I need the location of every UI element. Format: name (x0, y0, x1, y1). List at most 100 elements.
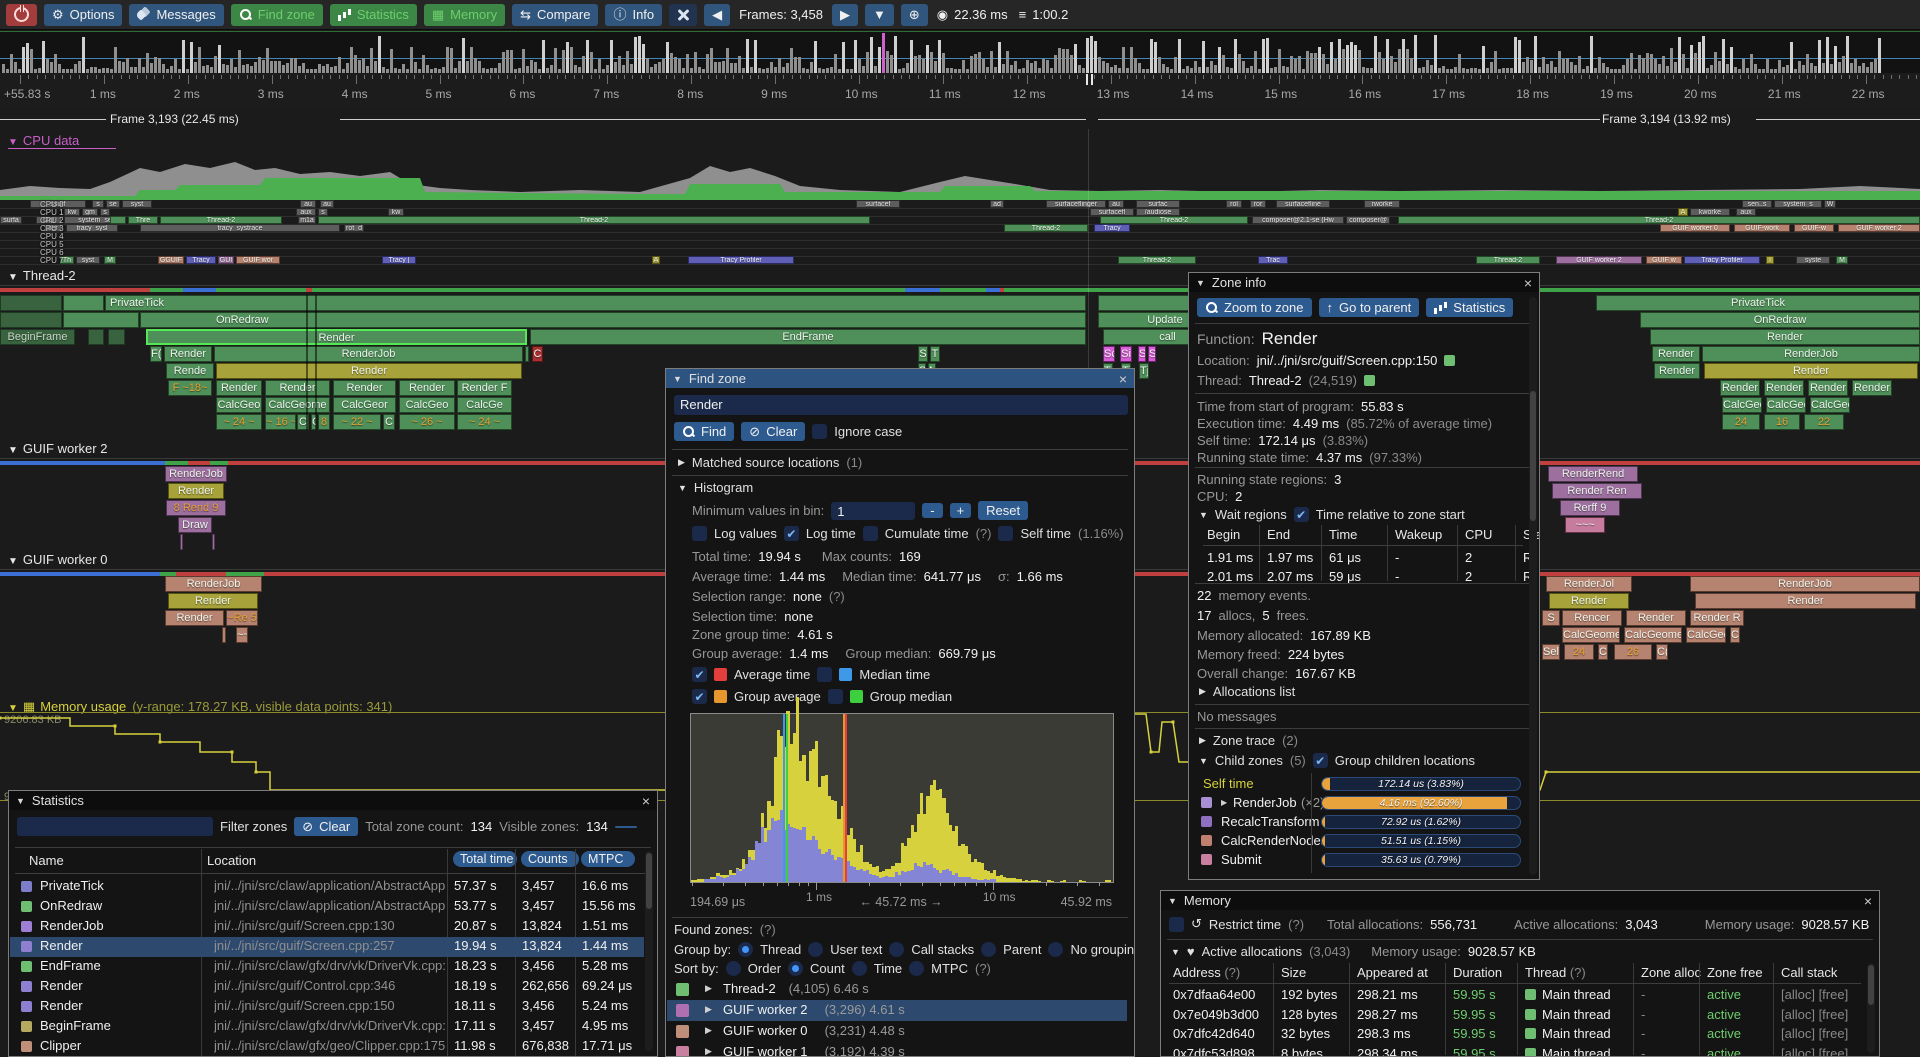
column-name[interactable]: Name (29, 853, 64, 868)
group-by-radio[interactable] (738, 942, 754, 957)
cpu-zone-chip[interactable]: surfacef (856, 200, 900, 208)
cpu-zone-chip[interactable]: kw (64, 208, 80, 216)
frame-bar[interactable] (1010, 65, 1013, 73)
frame-bar[interactable] (54, 54, 57, 73)
frame-bar[interactable] (794, 57, 797, 73)
frame-bar[interactable] (1522, 62, 1525, 73)
frame-bar[interactable] (490, 68, 493, 73)
frame-bar[interactable] (1562, 59, 1565, 73)
frame-bar[interactable] (930, 52, 933, 73)
frame-bar[interactable] (310, 69, 313, 73)
frame-bar[interactable] (674, 57, 677, 73)
frame-bar[interactable] (1194, 61, 1197, 73)
find-button[interactable]: Find (674, 422, 735, 441)
frame-bar[interactable] (254, 62, 257, 73)
cpu-zone-chip[interactable]: Tracy | (382, 256, 416, 264)
frame-bar[interactable] (1398, 49, 1401, 73)
frame-bar[interactable] (1378, 52, 1381, 73)
frame-bar[interactable] (1846, 36, 1849, 73)
frame-bar[interactable] (102, 68, 105, 73)
frame-bar[interactable] (1666, 66, 1669, 73)
frame-bar[interactable] (1762, 69, 1765, 73)
frame-bar[interactable] (1234, 39, 1237, 73)
frame-bar[interactable] (1598, 57, 1601, 73)
group-children-checkbox[interactable]: ✔ (1312, 753, 1328, 768)
frame-bar[interactable] (726, 48, 729, 73)
increment-button[interactable]: + (949, 503, 972, 518)
zone-chip[interactable]: Render (1654, 363, 1700, 379)
find-zone-button[interactable]: Find zone (230, 3, 323, 26)
cpu-zone-chip[interactable]: A (652, 256, 660, 264)
frame-bar[interactable] (866, 52, 869, 73)
frame-bar[interactable] (918, 55, 921, 73)
cpu-zone-chip[interactable]: Tracy Profiler (688, 256, 794, 264)
frame-bar[interactable] (638, 36, 641, 73)
cpu-zone-chip[interactable]: tracy_systrace (140, 224, 340, 232)
zone-chip[interactable]: Render F (457, 380, 512, 396)
frame-bar[interactable] (510, 50, 513, 73)
frame-bar[interactable] (1862, 63, 1865, 73)
frames-row[interactable]: Frame 3,193 (22.45 ms) Frame 3,194 (13.92… (0, 110, 1920, 129)
frame-bar[interactable] (1494, 51, 1497, 73)
frame-bar[interactable] (658, 62, 661, 73)
collapse-icon[interactable]: ▼ (678, 482, 687, 493)
zone-chip[interactable] (88, 329, 104, 345)
zone-chip[interactable]: Render (1720, 380, 1760, 396)
frame-bar[interactable] (1202, 41, 1205, 73)
frame-bar[interactable] (42, 41, 45, 73)
frame-bar[interactable] (190, 42, 193, 73)
frame-bar[interactable] (1402, 39, 1405, 73)
cpu-zone-chip[interactable]: rworke (1364, 200, 1400, 208)
frame-bar[interactable] (862, 66, 865, 73)
group-by-radio[interactable] (981, 942, 997, 957)
memory-col-header[interactable]: Duration (1453, 965, 1503, 980)
frame-bar[interactable] (1218, 47, 1221, 73)
frame-bar[interactable] (162, 64, 165, 73)
sort-by-radio[interactable] (851, 961, 867, 976)
cpu-zone-chip[interactable]: GUIF worker 0 (1660, 224, 1730, 232)
frame-bar[interactable] (1370, 68, 1373, 73)
frame-bar[interactable] (270, 61, 273, 73)
zone-chip[interactable]: Tj (1139, 363, 1149, 379)
frame-bar[interactable] (106, 68, 109, 73)
zone-chip[interactable] (63, 295, 104, 311)
frame-bar[interactable] (374, 61, 377, 73)
cpu-zone-chip[interactable]: ad (990, 200, 1004, 208)
frame-bar[interactable] (1182, 69, 1185, 73)
zone-chip[interactable]: CalcGe (457, 397, 512, 413)
frame-bar[interactable] (730, 63, 733, 73)
frame-bar[interactable] (1658, 64, 1661, 73)
frame-bar[interactable] (1498, 69, 1501, 73)
frame-bar[interactable] (1318, 47, 1321, 73)
frame-bar[interactable] (1454, 67, 1457, 73)
close-icon[interactable]: × (1118, 370, 1127, 387)
clipped-control[interactable] (614, 825, 637, 828)
cpu-zone-chip[interactable]: Thread-2 (1004, 224, 1088, 232)
frame-bar[interactable] (318, 64, 321, 73)
cpu-zone-chip[interactable]: s (318, 208, 328, 216)
frame-bar[interactable] (1738, 69, 1741, 73)
frame-bar[interactable] (1610, 69, 1613, 73)
frame-bar[interactable] (1606, 67, 1609, 73)
frame-bar[interactable] (442, 67, 445, 73)
frame-bar[interactable] (78, 61, 81, 73)
frame-bar[interactable] (434, 68, 437, 73)
collapse-icon[interactable]: ▼ (16, 795, 25, 806)
close-icon[interactable]: × (1863, 892, 1872, 909)
zone-chip[interactable]: Render (1704, 363, 1918, 379)
zone-chip[interactable]: OnRedraw (140, 312, 1086, 328)
frame-bar[interactable] (390, 49, 393, 73)
frame-bar[interactable] (278, 61, 281, 73)
frame-bar[interactable] (886, 51, 889, 73)
expand-icon[interactable]: ▶ (678, 457, 685, 467)
close-icon[interactable]: × (641, 792, 650, 809)
child-zone-row[interactable]: CalcRenderNodes 51.51 us (1.15%) (1197, 832, 1527, 851)
frame-bar[interactable] (262, 60, 265, 73)
cpu-zone-chip[interactable]: surfacefline (1276, 200, 1330, 208)
frame-bar[interactable] (274, 61, 277, 73)
frame-bar[interactable] (1718, 61, 1721, 73)
frame-bar[interactable] (1330, 42, 1333, 73)
cpu-zone-chip[interactable]: l (1766, 256, 1774, 264)
frame-bar[interactable] (362, 58, 365, 73)
found-zone-group[interactable]: ▶ Thread-2 (4,105) 6.46 s (667, 979, 1127, 1000)
